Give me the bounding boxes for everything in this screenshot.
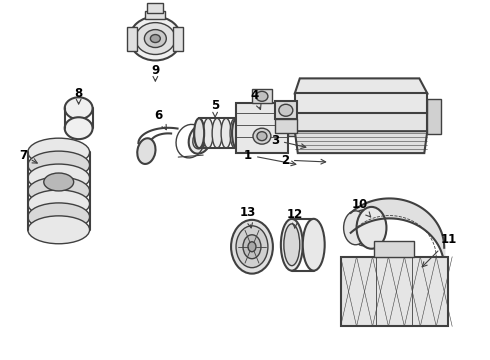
Ellipse shape xyxy=(44,173,74,191)
Ellipse shape xyxy=(28,177,90,205)
Ellipse shape xyxy=(221,118,231,148)
Ellipse shape xyxy=(189,125,212,154)
Ellipse shape xyxy=(236,226,268,268)
Bar xyxy=(147,3,163,13)
Ellipse shape xyxy=(28,138,90,166)
Text: 3: 3 xyxy=(271,134,306,148)
Polygon shape xyxy=(295,78,427,93)
Bar xyxy=(288,120,300,136)
Bar xyxy=(252,89,272,103)
Text: 2: 2 xyxy=(281,154,326,167)
Ellipse shape xyxy=(193,130,208,149)
Text: 10: 10 xyxy=(351,198,370,217)
Ellipse shape xyxy=(279,104,293,116)
Ellipse shape xyxy=(28,190,90,218)
Ellipse shape xyxy=(28,151,90,179)
Ellipse shape xyxy=(284,224,300,266)
Text: 8: 8 xyxy=(74,87,83,104)
Ellipse shape xyxy=(230,118,240,148)
Bar xyxy=(275,119,297,133)
Polygon shape xyxy=(295,131,427,153)
Bar xyxy=(127,27,137,50)
Text: 12: 12 xyxy=(287,208,303,228)
Ellipse shape xyxy=(248,242,256,252)
Ellipse shape xyxy=(357,207,387,249)
Text: 1: 1 xyxy=(244,149,296,166)
Text: 5: 5 xyxy=(211,99,219,117)
Ellipse shape xyxy=(203,118,213,148)
Text: 6: 6 xyxy=(154,109,166,130)
Ellipse shape xyxy=(358,209,386,247)
Ellipse shape xyxy=(243,235,261,259)
Bar xyxy=(275,101,297,119)
Ellipse shape xyxy=(256,91,268,101)
Text: 13: 13 xyxy=(240,206,256,228)
Bar xyxy=(295,111,427,133)
Ellipse shape xyxy=(145,30,166,48)
Ellipse shape xyxy=(28,164,90,192)
Bar xyxy=(427,99,441,134)
Ellipse shape xyxy=(343,211,368,245)
Ellipse shape xyxy=(194,118,204,148)
Ellipse shape xyxy=(28,203,90,231)
Bar xyxy=(146,11,165,19)
Text: 4: 4 xyxy=(251,89,261,109)
Ellipse shape xyxy=(65,97,93,119)
Ellipse shape xyxy=(137,138,155,164)
Ellipse shape xyxy=(303,219,325,271)
Polygon shape xyxy=(341,257,448,327)
Ellipse shape xyxy=(135,23,175,54)
Text: 11: 11 xyxy=(422,233,457,267)
Ellipse shape xyxy=(350,210,376,246)
Bar xyxy=(374,241,415,257)
Ellipse shape xyxy=(212,118,222,148)
Ellipse shape xyxy=(281,219,303,271)
Text: 9: 9 xyxy=(151,64,159,81)
Polygon shape xyxy=(236,103,288,153)
Text: 7: 7 xyxy=(19,149,37,163)
Ellipse shape xyxy=(129,17,181,60)
Ellipse shape xyxy=(194,118,204,148)
Ellipse shape xyxy=(28,216,90,244)
Ellipse shape xyxy=(253,128,271,144)
Ellipse shape xyxy=(232,118,242,148)
Bar xyxy=(295,93,427,113)
Ellipse shape xyxy=(231,220,273,274)
Ellipse shape xyxy=(65,117,93,139)
Ellipse shape xyxy=(150,35,160,42)
Ellipse shape xyxy=(257,132,267,141)
Bar xyxy=(173,27,183,50)
